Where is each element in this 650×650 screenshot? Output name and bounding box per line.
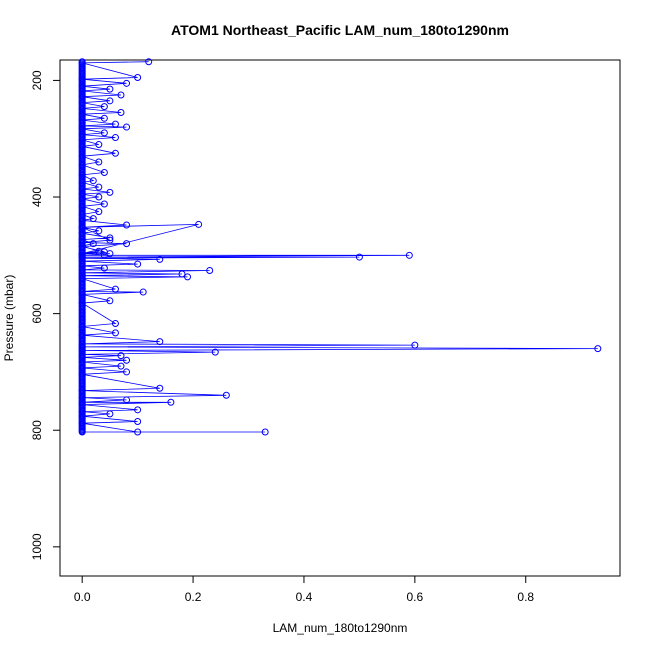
data-point	[106, 188, 114, 196]
x-tick-label: 0.6	[407, 590, 424, 604]
data-point	[134, 417, 142, 425]
data-point	[355, 253, 363, 261]
data-point	[206, 266, 214, 274]
data-point	[100, 114, 108, 122]
data-point	[134, 428, 142, 436]
y-tick-label: 1000	[30, 533, 44, 560]
y-tick-label: 200	[30, 70, 44, 90]
x-tick-label: 0.0	[74, 590, 91, 604]
data-point	[111, 329, 119, 337]
data-point	[111, 120, 119, 128]
data-point	[100, 200, 108, 208]
data-point	[100, 251, 108, 259]
data-point	[106, 85, 114, 93]
data-point	[134, 73, 142, 81]
data-point	[178, 270, 186, 278]
data-point	[123, 356, 131, 364]
data-point	[89, 177, 97, 185]
y-axis-label: Pressure (mbar)	[2, 275, 16, 362]
data-point	[139, 288, 147, 296]
data-point	[145, 58, 153, 66]
x-axis-label: LAM_num_180to1290nm	[273, 621, 408, 635]
data-point	[123, 79, 131, 87]
data-point-zero	[78, 427, 86, 435]
data-point	[156, 338, 164, 346]
data-point	[89, 240, 97, 248]
data-point	[134, 406, 142, 414]
data-point	[123, 123, 131, 131]
x-tick-label: 0.2	[185, 590, 202, 604]
data-point	[100, 264, 108, 272]
data-point	[95, 227, 103, 235]
data-point	[95, 193, 103, 201]
data-point	[123, 368, 131, 376]
data-point	[117, 362, 125, 370]
data-point	[100, 169, 108, 177]
data-point	[167, 398, 175, 406]
data-point	[123, 240, 131, 248]
data-point	[111, 285, 119, 293]
data-point	[411, 341, 419, 349]
data-point	[100, 103, 108, 111]
data-point	[111, 134, 119, 142]
data-point	[117, 108, 125, 116]
data-point	[117, 91, 125, 99]
y-tick-label: 800	[30, 420, 44, 440]
x-axis: 0.0 0.2 0.4 0.6 0.8	[74, 575, 534, 604]
data-point	[211, 348, 219, 356]
chart-title: ATOM1 Northeast_Pacific LAM_num_180to129…	[171, 22, 509, 38]
data-point	[95, 158, 103, 166]
data-point	[195, 220, 203, 228]
data-point	[106, 97, 114, 105]
data-point	[89, 215, 97, 223]
data-point	[184, 273, 192, 281]
data-point	[123, 396, 131, 404]
data-point	[95, 208, 103, 216]
data-point	[134, 260, 142, 268]
y-axis: 200 400 600 800 1000	[30, 70, 61, 560]
data-point	[261, 428, 269, 436]
data-point	[594, 345, 602, 353]
x-tick-label: 0.4	[296, 590, 313, 604]
data-point	[222, 391, 230, 399]
data-point	[111, 320, 119, 328]
data-point	[106, 236, 114, 244]
data-point	[100, 129, 108, 137]
data-point	[156, 384, 164, 392]
data-point	[95, 141, 103, 149]
series-line	[80, 61, 598, 433]
data-point	[123, 221, 131, 229]
data-point	[106, 234, 114, 242]
data-point	[106, 410, 114, 418]
data-point	[111, 149, 119, 157]
data-point	[106, 297, 114, 305]
data-point	[117, 352, 125, 360]
y-tick-label: 400	[30, 187, 44, 207]
data-point	[95, 183, 103, 191]
x-tick-label: 0.8	[517, 590, 534, 604]
data-point	[405, 251, 413, 259]
data-series	[78, 58, 602, 436]
y-tick-label: 600	[30, 303, 44, 323]
data-point	[156, 255, 164, 263]
